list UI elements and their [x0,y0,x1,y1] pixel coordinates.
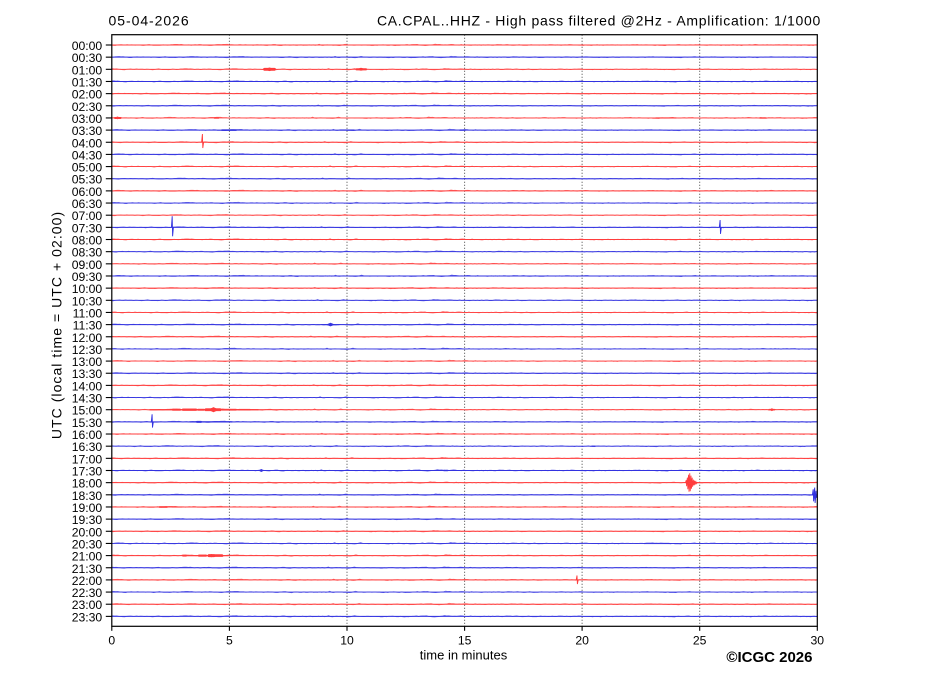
svg-text:05-04-2026: 05-04-2026 [109,13,190,29]
svg-text:10:30: 10:30 [72,294,103,308]
svg-text:30: 30 [811,633,825,647]
svg-text:05:30: 05:30 [72,173,103,187]
svg-text:0: 0 [108,633,115,647]
svg-text:17:30: 17:30 [72,465,103,479]
svg-text:16:30: 16:30 [72,440,103,454]
svg-text:14:30: 14:30 [72,392,103,406]
svg-text:22:00: 22:00 [72,574,103,588]
svg-text:20: 20 [575,633,589,647]
svg-text:16:00: 16:00 [72,428,103,442]
svg-text:12:30: 12:30 [72,343,103,357]
svg-text:18:00: 18:00 [72,477,103,491]
svg-text:07:00: 07:00 [72,209,103,223]
svg-text:CA.CPAL..HHZ - High pass filte: CA.CPAL..HHZ - High pass filtered @2Hz -… [377,13,821,29]
svg-text:00:30: 00:30 [72,51,103,65]
svg-text:01:00: 01:00 [72,63,103,77]
svg-text:15: 15 [458,633,472,647]
svg-text:02:30: 02:30 [72,100,103,114]
svg-text:time in minutes: time in minutes [420,648,508,663]
svg-text:18:30: 18:30 [72,489,103,503]
svg-text:20:00: 20:00 [72,525,103,539]
svg-text:©ICGC 2026: ©ICGC 2026 [726,649,812,666]
svg-text:10: 10 [340,633,354,647]
svg-text:19:30: 19:30 [72,513,103,527]
svg-text:07:30: 07:30 [72,221,103,235]
svg-text:21:30: 21:30 [72,562,103,576]
svg-text:13:00: 13:00 [72,355,103,369]
svg-text:11:30: 11:30 [73,319,103,333]
svg-text:UTC (local time = UTC + 02:00): UTC (local time = UTC + 02:00) [49,211,65,439]
svg-text:11:00: 11:00 [73,306,103,320]
svg-text:04:00: 04:00 [72,136,103,150]
svg-text:20:30: 20:30 [72,537,103,551]
svg-text:08:30: 08:30 [72,246,103,260]
svg-text:08:00: 08:00 [72,234,103,248]
svg-text:22:30: 22:30 [72,586,103,600]
svg-text:01:30: 01:30 [72,75,103,89]
svg-text:05:00: 05:00 [72,161,103,175]
svg-text:06:30: 06:30 [72,197,103,211]
svg-text:10:00: 10:00 [72,282,103,296]
svg-text:09:30: 09:30 [72,270,103,284]
svg-text:02:00: 02:00 [72,88,103,102]
svg-text:03:00: 03:00 [72,112,103,126]
svg-text:5: 5 [226,633,233,647]
svg-text:23:30: 23:30 [72,610,103,624]
svg-text:21:00: 21:00 [72,550,103,564]
svg-text:09:00: 09:00 [72,258,103,272]
svg-text:15:30: 15:30 [72,416,103,430]
svg-text:25: 25 [693,633,707,647]
svg-text:00:00: 00:00 [72,39,103,53]
svg-text:23:00: 23:00 [72,598,103,612]
svg-text:03:30: 03:30 [72,124,103,138]
svg-text:17:00: 17:00 [72,452,103,466]
svg-text:04:30: 04:30 [72,148,103,162]
svg-text:15:00: 15:00 [72,404,103,418]
svg-text:13:30: 13:30 [72,367,103,381]
svg-text:12:00: 12:00 [72,331,103,345]
svg-text:14:00: 14:00 [72,379,103,393]
svg-text:06:00: 06:00 [72,185,103,199]
svg-text:19:00: 19:00 [72,501,103,515]
